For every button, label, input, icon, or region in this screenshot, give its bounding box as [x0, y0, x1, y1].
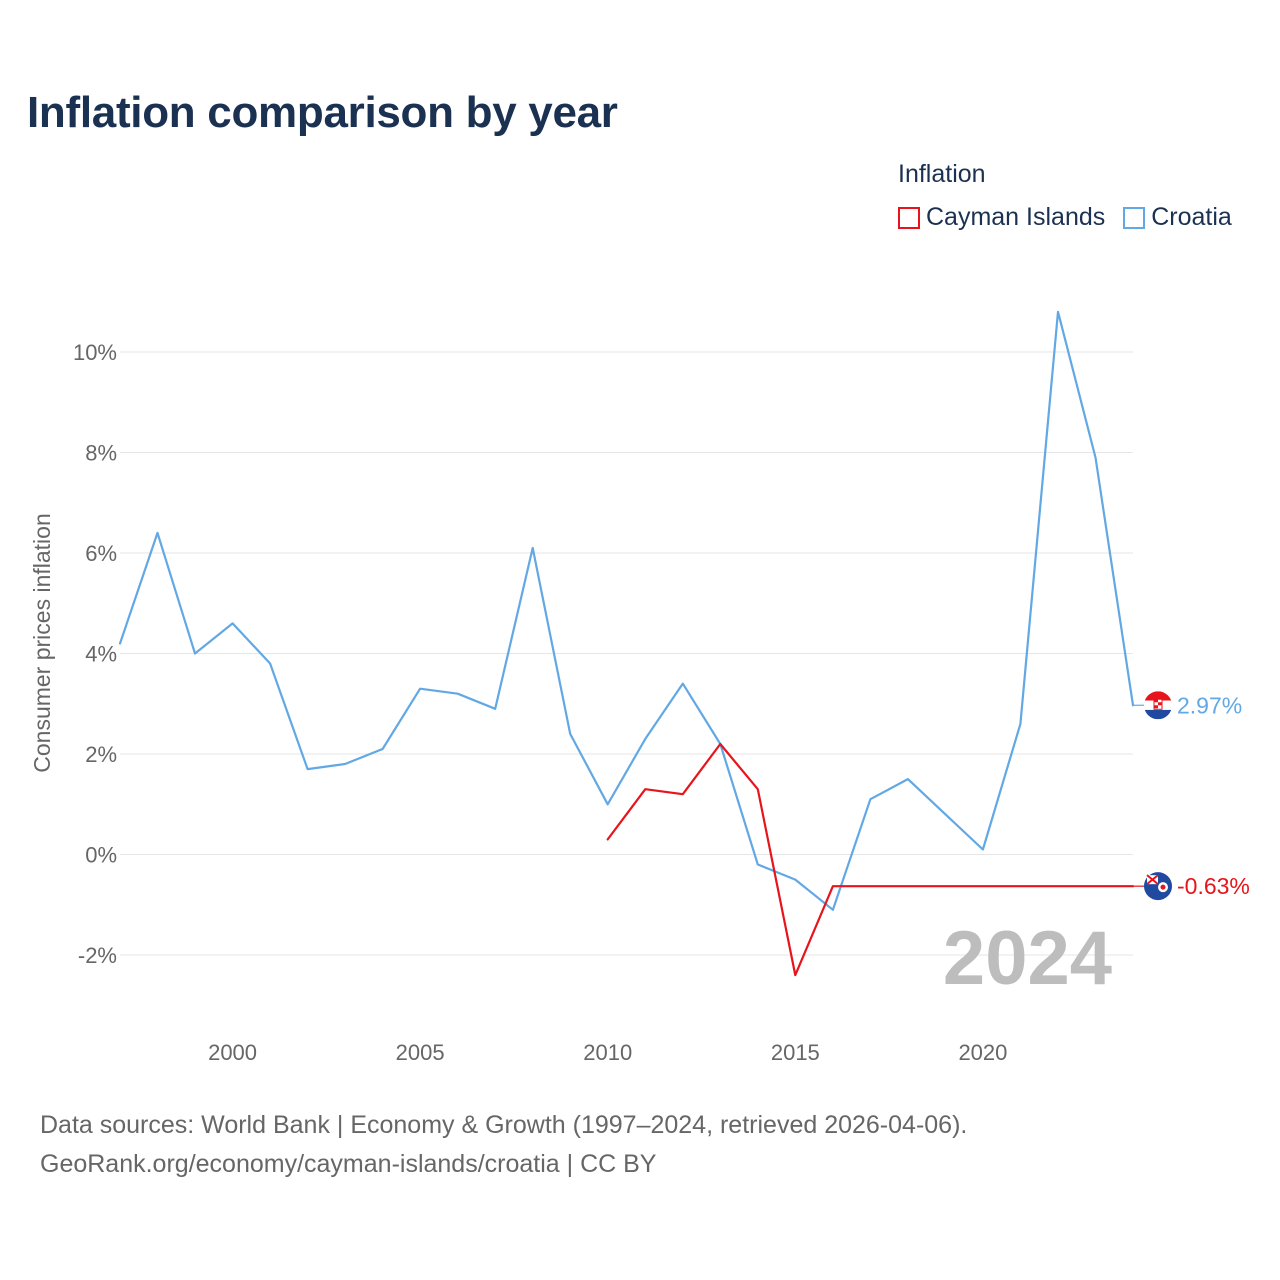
legend-item-cayman-islands[interactable]: Cayman Islands: [898, 203, 1105, 232]
series-lines: [118, 310, 1135, 977]
y-tick-label: 10%: [73, 340, 117, 365]
legend-label-cayman-islands: Cayman Islands: [926, 203, 1106, 231]
legend-swatch-cayman-islands: [898, 206, 920, 229]
x-tick-label: 2005: [396, 1040, 445, 1065]
y-tick-label: 4%: [85, 642, 117, 667]
line-chart: -2% 0% 2% 4% 6% 8% 10% 2000 2005 2010 2015 2020 Co…: [29, 310, 1250, 1065]
y-tick-label: 8%: [85, 441, 117, 466]
current-year-label: 2024: [943, 916, 1112, 1001]
end-value-label-croatia: 2.97%: [1177, 692, 1242, 718]
x-tick-label: 2010: [583, 1040, 632, 1065]
y-tick-label: 0%: [85, 843, 117, 868]
legend-title: Inflation: [898, 160, 986, 188]
source-link[interactable]: GeoRank.org/economy/cayman-islands/croat…: [40, 1150, 657, 1178]
gridlines: [120, 351, 1133, 956]
y-axis-title: Consumer prices inflation: [29, 513, 55, 773]
series-line-croatia[interactable]: [118, 310, 1135, 911]
y-tick-label: 2%: [85, 742, 117, 767]
x-tick-label: 2020: [958, 1040, 1007, 1065]
legend-swatch-croatia: [1123, 206, 1146, 229]
footer: Data sources: World Bank | Economy & Gro…: [40, 1106, 967, 1184]
flag-cayman-islands-icon: [1144, 872, 1172, 901]
series-line-cayman-islands[interactable]: [606, 742, 1135, 977]
legend-item-croatia[interactable]: Croatia: [1123, 203, 1232, 232]
y-tick-label: -2%: [78, 943, 117, 968]
legend: Inflation Cayman Islands Croatia: [898, 160, 1232, 232]
data-source-note: Data sources: World Bank | Economy & Gro…: [40, 1111, 968, 1139]
legend-label-croatia: Croatia: [1151, 203, 1232, 231]
x-tick-label: 2000: [208, 1040, 257, 1065]
chart-title: Inflation comparison by year: [27, 88, 618, 137]
flag-croatia-icon: [1144, 691, 1172, 720]
y-axis-ticks: -2% 0% 2% 4% 6% 8% 10%: [73, 340, 117, 968]
x-tick-label: 2015: [771, 1040, 820, 1065]
series-end-markers: 2.97% -0.63%: [1133, 691, 1250, 901]
y-tick-label: 6%: [85, 541, 117, 566]
x-axis-ticks: 2000 2005 2010 2015 2020: [208, 1040, 1007, 1065]
end-value-label-cayman-islands: -0.63%: [1177, 873, 1250, 899]
